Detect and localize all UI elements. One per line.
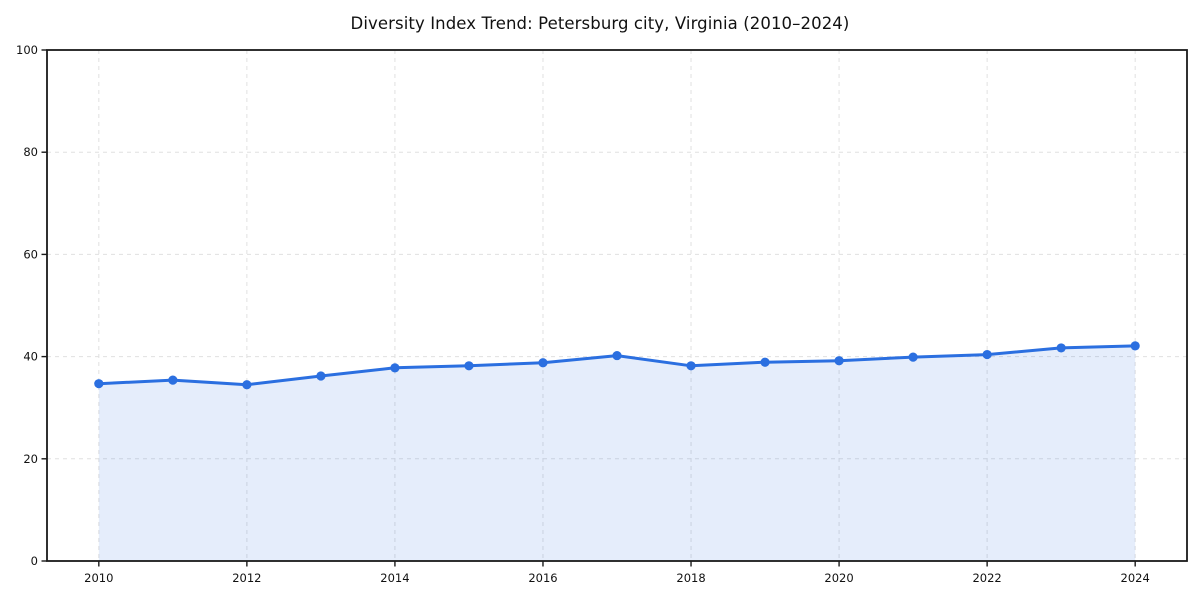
data-point-2014: [390, 363, 400, 373]
data-points: [94, 341, 1140, 390]
data-point-2017: [612, 350, 622, 361]
x-tick-label-2018: 2018: [676, 571, 705, 585]
data-point-2010: [94, 379, 104, 389]
x-tick-label-2014: 2014: [380, 571, 409, 585]
x-gridlines: [98, 50, 1136, 561]
data-point-2023: [1056, 343, 1066, 353]
data-point-2011: [168, 375, 178, 385]
data-point-2022: [982, 349, 992, 360]
x-tick-label-2024: 2024: [1121, 571, 1150, 585]
x-axis-ticks: 2010 2012 2014 2016 2018 2020 2022 2024: [84, 561, 1150, 585]
x-tick-label-2022: 2022: [972, 571, 1001, 585]
data-point-2012: [242, 380, 252, 390]
data-point-2021: [908, 352, 918, 362]
x-tick-label-2016: 2016: [528, 571, 557, 585]
y-tick-label-40: 40: [23, 350, 38, 364]
data-point-2015: [464, 361, 474, 371]
chart-title: Diversity Index Trend: Petersburg city, …: [350, 14, 850, 33]
y-axis-ticks: 0 20 40 60 80 100: [16, 43, 47, 568]
data-point-2016: [538, 358, 548, 368]
data-point-2024: [1130, 341, 1140, 351]
y-tick-label-0: 0: [31, 554, 38, 568]
data-point-2018: [686, 361, 696, 371]
data-point-2013: [316, 371, 326, 381]
y-tick-label-100: 100: [16, 43, 38, 57]
x-tick-label-2020: 2020: [824, 571, 853, 585]
plot-border: [46, 49, 1188, 562]
data-point-2019: [760, 357, 770, 367]
data-point-2020: [834, 356, 844, 366]
y-tick-label-20: 20: [23, 452, 38, 466]
y-tick-label-60: 60: [23, 247, 38, 261]
x-tick-label-2010: 2010: [84, 571, 113, 585]
y-tick-label-80: 80: [23, 145, 38, 159]
area-fill: [98, 345, 1136, 561]
x-tick-label-2012: 2012: [232, 571, 261, 585]
